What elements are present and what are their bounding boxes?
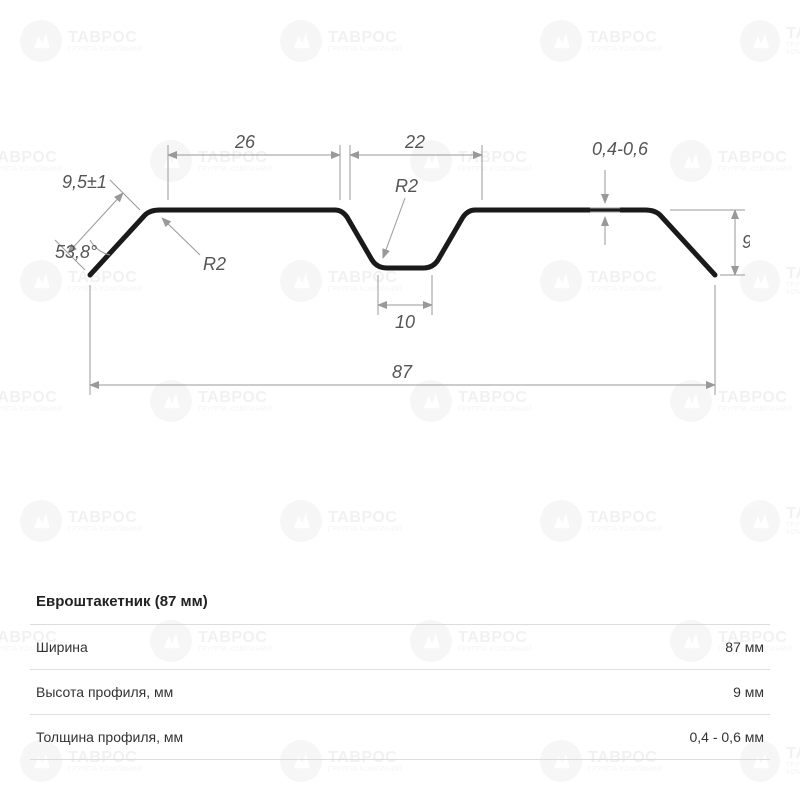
profile-diagram: 26 22 0,4-0,6 9 10 xyxy=(50,100,750,420)
spec-value: 9 мм xyxy=(733,684,764,700)
spec-table: Евроштакетник (87 мм) Ширина 87 мм Высота … xyxy=(30,579,770,760)
spec-row: Высота профиля, мм 9 мм xyxy=(30,670,770,715)
dim-26: 26 xyxy=(168,132,340,200)
svg-text:9: 9 xyxy=(742,232,750,252)
dim-r2-mid: R2 xyxy=(383,176,418,258)
spec-title: Евроштакетник (87 мм) xyxy=(30,579,770,625)
spec-label: Толщина профиля, мм xyxy=(36,729,183,745)
svg-text:0,4-0,6: 0,4-0,6 xyxy=(592,139,649,159)
svg-text:10: 10 xyxy=(395,312,415,332)
spec-label: Ширина xyxy=(36,639,88,655)
dim-valley-10: 10 xyxy=(378,275,432,332)
spec-value: 0,4 - 0,6 мм xyxy=(689,729,764,745)
svg-text:9,5±1: 9,5±1 xyxy=(62,172,107,192)
svg-text:R2: R2 xyxy=(203,254,226,274)
dim-width-87: 87 xyxy=(90,285,715,395)
spec-row: Ширина 87 мм xyxy=(30,625,770,670)
spec-row: Толщина профиля, мм 0,4 - 0,6 мм xyxy=(30,715,770,760)
svg-text:53,8°: 53,8° xyxy=(55,242,97,262)
spec-value: 87 мм xyxy=(725,639,764,655)
svg-text:26: 26 xyxy=(234,132,256,152)
profile-outline xyxy=(90,210,715,275)
spec-label: Высота профиля, мм xyxy=(36,684,173,700)
svg-text:87: 87 xyxy=(392,362,413,382)
dim-r2-left: R2 xyxy=(162,218,226,274)
svg-text:22: 22 xyxy=(404,132,425,152)
svg-text:R2: R2 xyxy=(395,176,418,196)
dim-thickness: 0,4-0,6 xyxy=(590,139,649,245)
